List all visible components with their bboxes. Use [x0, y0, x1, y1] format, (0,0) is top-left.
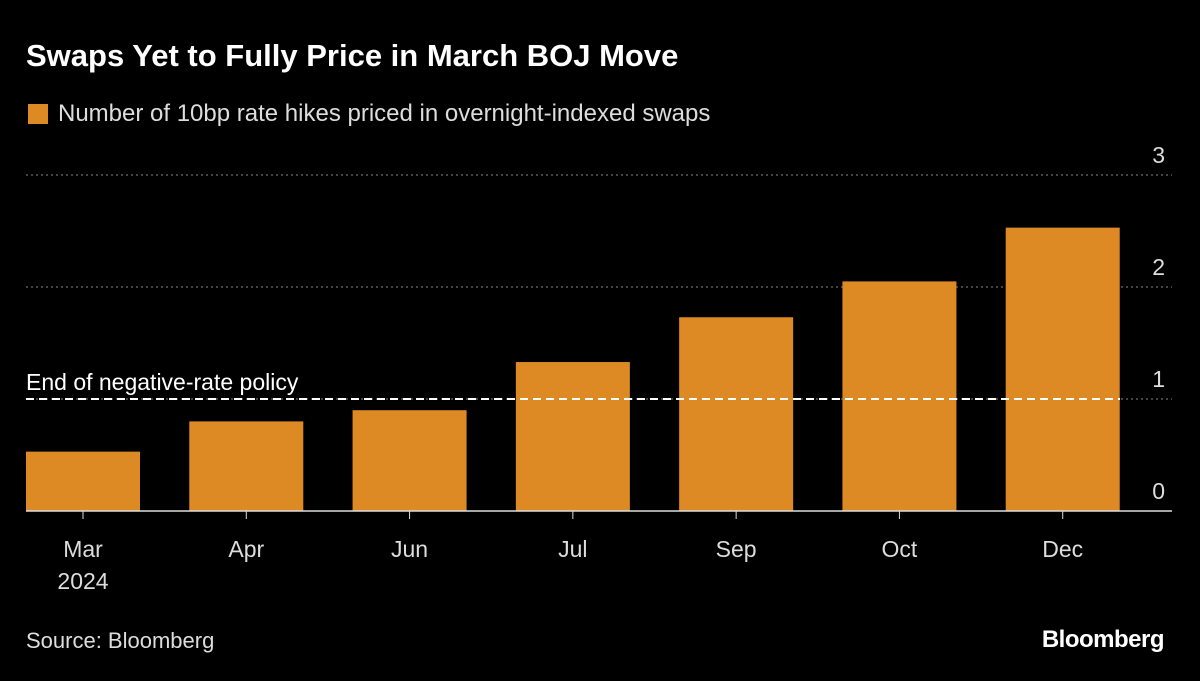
bar-dec	[1005, 227, 1120, 511]
x-tick-label: Oct	[882, 536, 918, 562]
x-tick-label: Mar	[63, 536, 103, 562]
bar-sep	[679, 317, 794, 511]
bloomberg-logo: Bloomberg	[1041, 626, 1165, 653]
y-tick-label: 1	[1152, 366, 1165, 392]
x-tick-sublabel: 2024	[57, 568, 108, 594]
x-tick-label: Jun	[391, 536, 428, 562]
bar-oct	[842, 281, 957, 511]
legend: Number of 10bp rate hikes priced in over…	[28, 100, 710, 128]
annotation-label: End of negative-rate policy	[26, 369, 299, 395]
bar-jun	[352, 410, 467, 511]
legend-swatch	[28, 104, 48, 124]
bar-jul	[515, 362, 630, 511]
source-note: Source: Bloomberg	[26, 628, 215, 653]
y-tick-label: 2	[1152, 254, 1165, 280]
bar-apr	[189, 421, 304, 511]
legend-label: Number of 10bp rate hikes priced in over…	[58, 100, 711, 127]
x-tick-label: Apr	[228, 536, 264, 562]
x-tick-label: Dec	[1042, 536, 1083, 562]
y-tick-label: 3	[1152, 142, 1165, 168]
y-tick-label: 0	[1152, 478, 1165, 504]
chart-title: Swaps Yet to Fully Price in March BOJ Mo…	[26, 38, 679, 73]
x-tick-label: Jul	[558, 536, 587, 562]
x-tick-label: Sep	[716, 536, 757, 562]
bar-mar	[26, 451, 140, 511]
